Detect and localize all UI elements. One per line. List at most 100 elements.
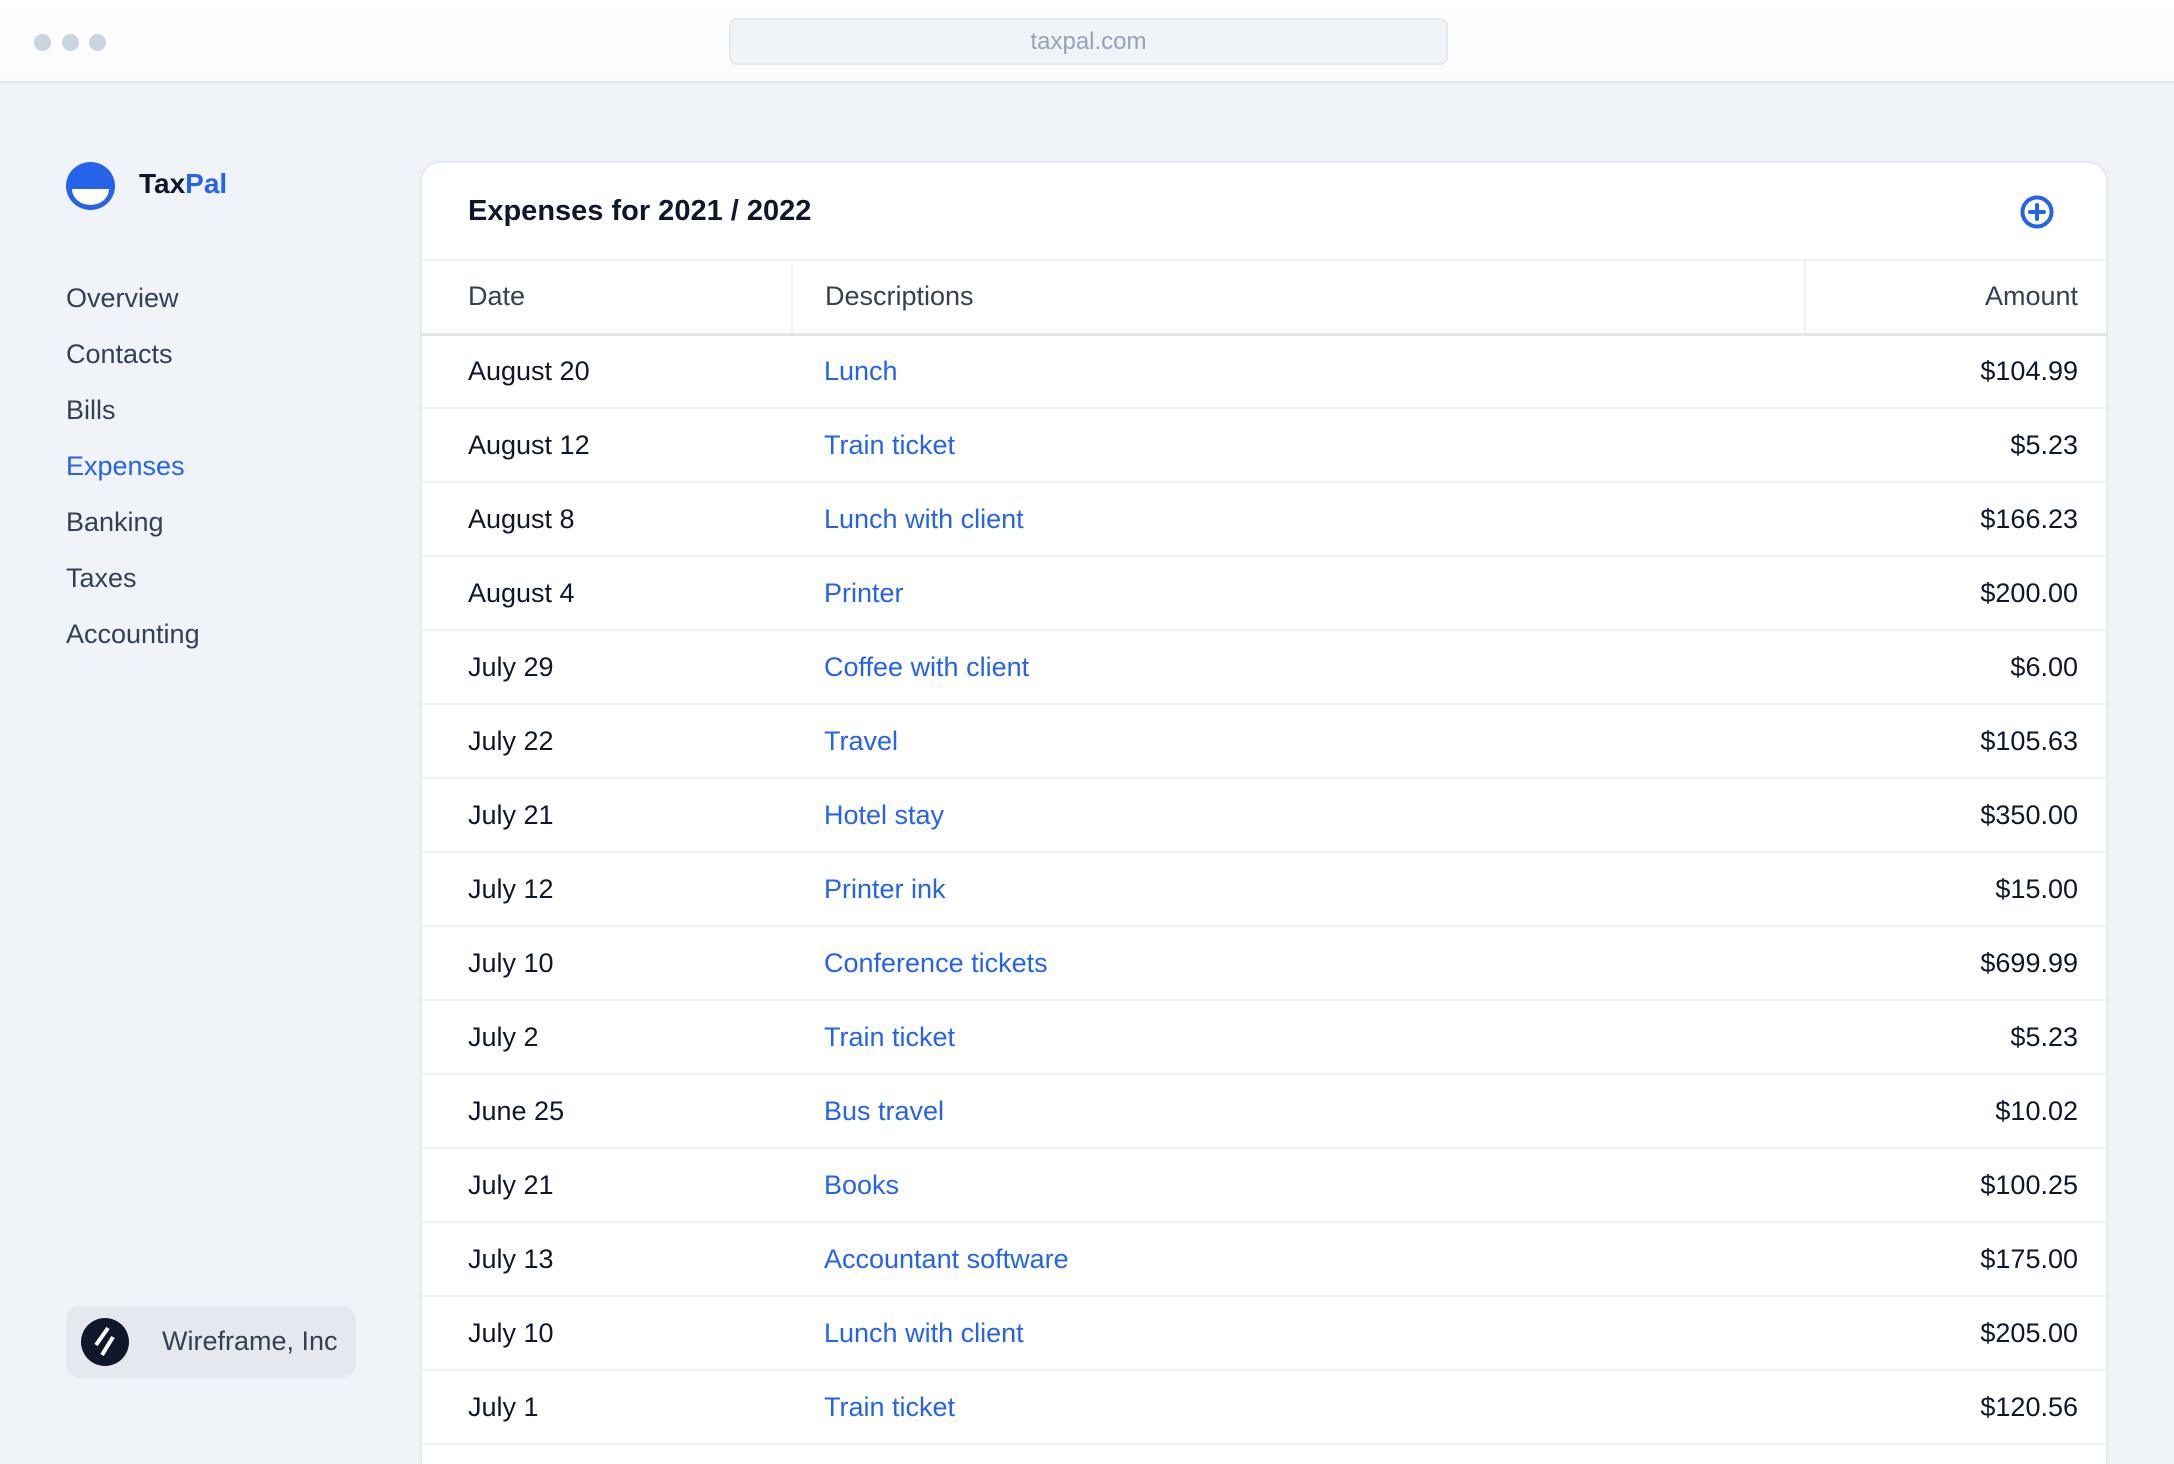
description-link[interactable]: Travel xyxy=(824,725,899,756)
amount-cell: $104.99 xyxy=(1805,334,2106,409)
date-cell: July 13 xyxy=(422,1222,792,1297)
taxpal-logo-icon xyxy=(66,162,115,210)
description-cell: Conference tickets xyxy=(792,926,1805,1001)
date-cell: July 10 xyxy=(422,1296,792,1371)
wireframe-logo-icon xyxy=(81,1318,129,1366)
table-row[interactable]: August 8 Lunch with client $166.23 xyxy=(422,482,2106,557)
description-link[interactable]: Printer xyxy=(824,577,904,608)
company-switcher[interactable]: Wireframe, Inc xyxy=(66,1306,356,1378)
description-cell: Books xyxy=(792,1148,1805,1223)
date-cell: July 29 xyxy=(422,630,792,705)
date-cell: July 22 xyxy=(422,704,792,779)
window-dot-icon[interactable] xyxy=(89,34,106,51)
date-cell xyxy=(422,1444,792,1464)
sidebar-item-accounting[interactable]: Accounting xyxy=(66,619,200,649)
window-dot-icon[interactable] xyxy=(34,34,51,51)
description-cell: Accountant software xyxy=(792,1222,1805,1297)
description-cell: Hotel stay xyxy=(792,778,1805,853)
table-row[interactable]: June 25 Bus travel $10.02 xyxy=(422,1074,2106,1149)
date-cell: July 12 xyxy=(422,852,792,927)
amount-cell: $5.23 xyxy=(1805,408,2106,483)
description-link[interactable]: Lunch with client xyxy=(824,1317,1024,1348)
description-cell: Train ticket xyxy=(792,1000,1805,1075)
description-cell: Travel xyxy=(792,704,1805,779)
description-link[interactable]: Lunch xyxy=(824,355,898,386)
sidebar-item-banking[interactable]: Banking xyxy=(66,507,164,537)
column-header-descriptions[interactable]: Descriptions xyxy=(792,259,1806,336)
table-row[interactable]: July 12 Printer ink $15.00 xyxy=(422,852,2106,927)
date-cell: July 2 xyxy=(422,1000,792,1075)
description-link[interactable]: Lunch with client xyxy=(824,503,1024,534)
description-cell: Lunch with client xyxy=(792,1296,1805,1371)
expenses-table: Date Descriptions Amount August 20 Lunch… xyxy=(422,259,2106,1464)
table-row[interactable]: July 21 Books $100.25 xyxy=(422,1148,2106,1223)
description-link[interactable]: Hotel stay xyxy=(824,799,945,830)
table-header-row: Date Descriptions Amount xyxy=(422,259,2106,336)
table-row[interactable]: July 2 Train ticket $5.23 xyxy=(422,1000,2106,1075)
amount-cell: $699.99 xyxy=(1805,926,2106,1001)
sidebar-item-overview[interactable]: Overview xyxy=(66,283,179,313)
table-row[interactable]: July 21 Hotel stay $350.00 xyxy=(422,778,2106,853)
date-cell: July 21 xyxy=(422,1148,792,1223)
amount-cell: $205.00 xyxy=(1805,1296,2106,1371)
description-link[interactable]: Coffee with client xyxy=(824,651,1030,682)
table-row[interactable]: August 4 Printer $200.00 xyxy=(422,556,2106,631)
sidebar-nav: Overview Contacts Bills Expenses Banking… xyxy=(66,280,200,672)
amount-cell: $6.00 xyxy=(1805,630,2106,705)
date-cell: July 1 xyxy=(422,1370,792,1445)
amount-cell: $5.23 xyxy=(1805,1000,2106,1075)
description-link[interactable]: Accountant software xyxy=(824,1243,1069,1274)
amount-cell: $166.23 xyxy=(1805,482,2106,557)
amount-cell: $120.56 xyxy=(1805,1370,2106,1445)
table-row[interactable]: July 22 Travel $105.63 xyxy=(422,704,2106,779)
description-cell: Lunch with client xyxy=(792,482,1805,557)
amount-cell xyxy=(1805,1444,2106,1464)
window-dot-icon[interactable] xyxy=(62,34,79,51)
description-cell: Lunch xyxy=(792,334,1805,409)
description-link[interactable]: Printer ink xyxy=(824,873,946,904)
description-cell: Coffee with client xyxy=(792,630,1805,705)
table-row[interactable]: August 12 Train ticket $5.23 xyxy=(422,408,2106,483)
date-cell: August 8 xyxy=(422,482,792,557)
column-header-date[interactable]: Date xyxy=(422,259,793,336)
table-row[interactable]: July 1 Train ticket $120.56 xyxy=(422,1370,2106,1445)
sidebar-item-bills[interactable]: Bills xyxy=(66,395,116,425)
description-link[interactable]: Train ticket xyxy=(824,1021,956,1052)
description-cell xyxy=(792,1444,1805,1464)
description-cell: Printer ink xyxy=(792,852,1805,927)
date-cell: August 12 xyxy=(422,408,792,483)
date-cell: June 25 xyxy=(422,1074,792,1149)
description-link[interactable]: Train ticket xyxy=(824,1391,956,1422)
amount-cell: $350.00 xyxy=(1805,778,2106,853)
date-cell: August 20 xyxy=(422,334,792,409)
amount-cell: $15.00 xyxy=(1805,852,2106,927)
sidebar-item-expenses[interactable]: Expenses xyxy=(66,451,185,481)
sidebar-item-contacts[interactable]: Contacts xyxy=(66,339,173,369)
table-row[interactable]: July 29 Coffee with client $6.00 xyxy=(422,630,2106,705)
brand-name[interactable]: TaxPal xyxy=(139,168,228,199)
table-row[interactable]: July 13 Accountant software $175.00 xyxy=(422,1222,2106,1297)
amount-cell: $200.00 xyxy=(1805,556,2106,631)
company-name: Wireframe, Inc xyxy=(162,1326,338,1356)
table-row[interactable]: July 10 Lunch with client $205.00 xyxy=(422,1296,2106,1371)
date-cell: July 21 xyxy=(422,778,792,853)
plus-circle-icon[interactable] xyxy=(2020,195,2054,229)
table-row[interactable]: July 10 Conference tickets $699.99 xyxy=(422,926,2106,1001)
sidebar-item-taxes[interactable]: Taxes xyxy=(66,563,137,593)
description-link[interactable]: Conference tickets xyxy=(824,947,1048,978)
description-link[interactable]: Books xyxy=(824,1169,900,1200)
column-header-amount[interactable]: Amount xyxy=(1805,259,2106,336)
table-row[interactable] xyxy=(422,1444,2106,1464)
description-cell: Train ticket xyxy=(792,1370,1805,1445)
expenses-card: Expenses for 2021 / 2022 Date Descriptio… xyxy=(420,161,2108,1464)
description-link[interactable]: Bus travel xyxy=(824,1095,945,1126)
amount-cell: $10.02 xyxy=(1805,1074,2106,1149)
description-cell: Printer xyxy=(792,556,1805,631)
page-title: Expenses for 2021 / 2022 xyxy=(468,195,812,227)
description-link[interactable]: Train ticket xyxy=(824,429,956,460)
description-cell: Train ticket xyxy=(792,408,1805,483)
address-bar[interactable]: taxpal.com xyxy=(729,18,1448,65)
table-row[interactable]: August 20 Lunch $104.99 xyxy=(422,334,2106,409)
amount-cell: $175.00 xyxy=(1805,1222,2106,1297)
browser-bar: taxpal.com xyxy=(0,0,2174,83)
